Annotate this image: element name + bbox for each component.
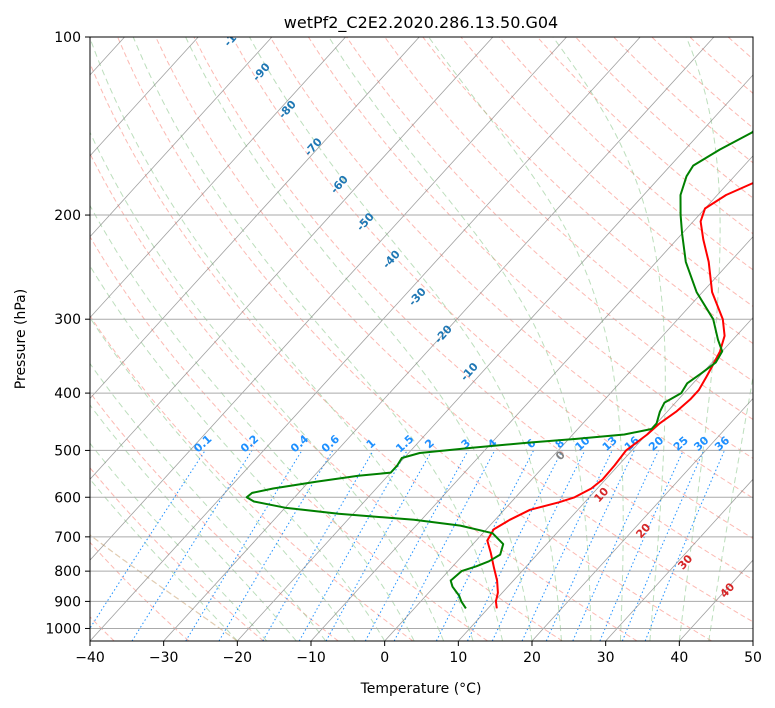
isotherm [90,37,420,400]
isotherm [90,37,346,319]
moist-adiabat [90,265,386,641]
temperature-profile [486,181,753,609]
mixing-ratio-line [572,450,660,641]
grid-layer: 0.10.20.40.611.52346810131620253036-100-… [90,37,753,641]
y-tick-label: 800 [54,564,81,580]
y-tick-label: 900 [54,594,81,610]
dry-adiabat [90,152,563,641]
x-tick-label: 40 [670,650,688,666]
mixing-ratio-lines [90,450,725,641]
moist-adiabat [185,37,533,641]
moist-adiabat [90,316,356,641]
y-tick-label: 600 [54,490,81,506]
isotherm [458,316,753,641]
y-tick-label: 300 [54,312,81,328]
isotherm [163,37,715,641]
isotherm [90,37,641,641]
isotherm [384,236,753,641]
dry-adiabat [422,37,753,345]
moist-adiabat [328,37,592,641]
moist-adiabat [90,131,445,641]
isotherm [531,397,753,641]
y-tick-label: 400 [54,386,81,402]
dry-adiabat [90,62,638,641]
isotherm [310,155,753,641]
dewpoint-profile [245,129,753,609]
mixing-ratio-line [621,450,705,641]
dry-adiabat [269,37,753,499]
dry-adiabat [117,37,712,641]
reference-curve [90,534,238,641]
mixing-ratio-line [90,450,206,630]
y-tick-label: 700 [54,530,81,546]
x-tick-label: 30 [597,650,615,666]
isotherms [90,37,753,641]
mixing-ratio-line [467,450,563,641]
isotherm [90,37,273,238]
y-tick-label: 1000 [45,621,81,637]
isobars [90,37,753,629]
chart-title: wetPf2_C2E2.2020.286.13.50.G04 [284,13,558,33]
mixing-ratio-line [325,450,433,641]
moist-adiabat [249,37,562,641]
y-tick-label: 200 [54,208,81,224]
mixing-ratio-line [435,450,535,641]
isotherm [90,37,567,561]
moist-adiabats [90,37,753,641]
x-tick-label: −40 [75,650,105,666]
mixing-ratio-line [364,450,469,641]
axis-ticks: −40 −30 −20 −10 0 10 20 30 40 50 100 200 300 400 500 60… [45,30,762,666]
x-tick-label: 20 [523,650,541,666]
moist-adiabat [90,37,474,641]
x-tick-label: 0 [380,650,389,666]
mixing-ratio-line [185,450,303,641]
x-tick-label: 10 [449,650,467,666]
moist-adiabat [132,37,503,641]
profiles [245,129,753,609]
x-tick-label: −10 [296,650,326,666]
mixing-ratio-line [599,450,684,641]
isotherm [237,74,753,641]
moist-adiabat [678,37,721,641]
mixing-ratio-line [298,450,408,641]
moist-adiabat [552,37,666,641]
x-tick-label: 50 [744,650,762,666]
x-tick-label: −20 [223,650,253,666]
dry-adiabat [155,37,753,623]
moist-adiabat [90,404,297,641]
moist-adiabat [708,374,753,641]
dry-adiabat [384,37,753,382]
isotherm [90,37,199,157]
y-tick-label: 100 [54,30,81,46]
dry-adiabat [193,37,753,581]
moist-adiabat [90,362,327,641]
moist-adiabat [428,37,624,641]
x-axis-label: Temperature (°C) [360,681,482,697]
dry-adiabat [307,37,753,460]
isotherm [605,478,753,641]
x-tick-label: −30 [149,650,179,666]
axes-frame [89,36,754,642]
y-axis-label: Pressure (hPa) [13,289,29,389]
isotherm [90,37,494,480]
y-tick-label: 500 [54,443,81,459]
